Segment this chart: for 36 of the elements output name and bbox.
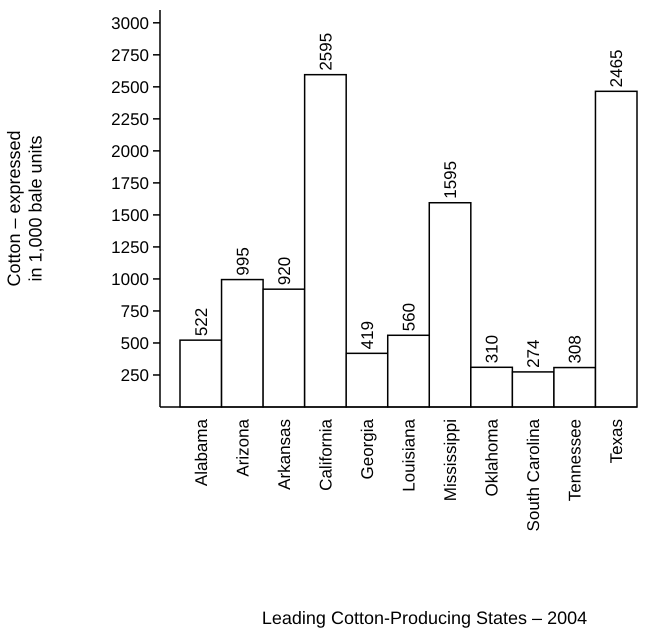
data-label: 920 <box>274 256 294 286</box>
x-tick-label: California <box>316 418 336 491</box>
data-label: 995 <box>233 247 252 276</box>
x-tick-label: Oklahoma <box>482 418 502 496</box>
data-label: 419 <box>358 320 377 350</box>
x-tick-label: Mississippi <box>441 419 460 502</box>
x-tick-label: Alabama <box>192 418 211 486</box>
data-label: 522 <box>192 308 211 336</box>
x-tick-label: Louisiana <box>400 418 418 492</box>
data-label: 1595 <box>441 160 460 199</box>
x-tick-label: Arkansas <box>274 419 294 490</box>
x-tick-label: Texas <box>607 419 626 464</box>
y-tick-label: 250 <box>120 366 149 385</box>
data-label: 2465 <box>607 49 626 88</box>
y-tick-label: 1000 <box>111 270 149 289</box>
x-tick-label: Tennessee <box>566 419 585 502</box>
y-tick-label: 3000 <box>111 14 149 33</box>
y-tick-label: 2000 <box>111 142 149 161</box>
y-tick-label: 1500 <box>111 206 149 225</box>
y-tick-label: 750 <box>120 302 149 321</box>
y-tick-label: 1750 <box>111 174 149 193</box>
x-axis-title: Leading Cotton-Producing States – 2004 <box>262 608 588 628</box>
data-label: 560 <box>400 302 418 332</box>
y-tick-label: 2750 <box>111 46 149 65</box>
x-tick-label: Arizona <box>233 418 252 477</box>
y-tick-label: 2500 <box>111 78 149 97</box>
data-label: 2595 <box>316 32 336 71</box>
data-label: 274 <box>524 340 544 368</box>
data-label: 308 <box>566 335 585 364</box>
y-tick-label: 2250 <box>111 110 149 129</box>
y-tick-label: 1250 <box>111 238 149 257</box>
data-label: 310 <box>482 334 502 364</box>
y-tick-label: 500 <box>120 334 149 353</box>
x-tick-label: Georgia <box>358 418 377 480</box>
x-tick-label: South Carolina <box>524 418 544 532</box>
y-axis-title: Cotton – expressed in 1,000 bale units <box>4 130 46 287</box>
